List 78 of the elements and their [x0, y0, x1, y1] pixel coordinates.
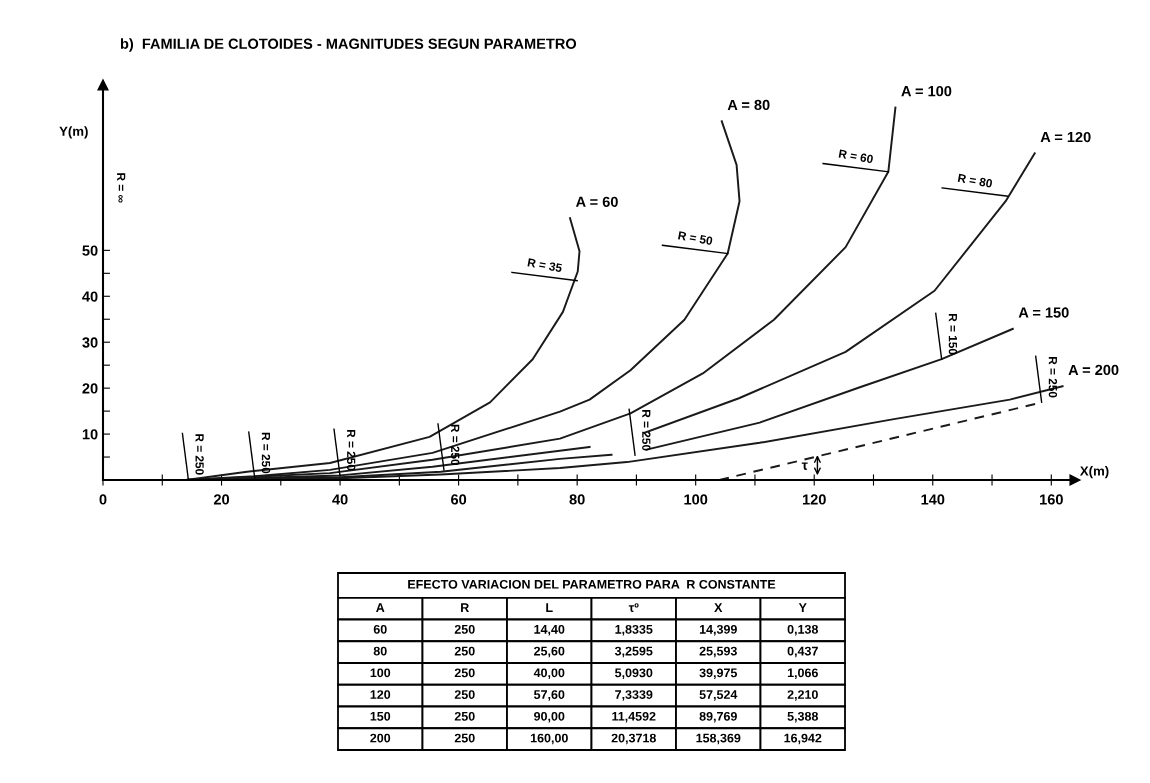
text: 0,138 [787, 624, 819, 636]
x-tick-label: 20 [213, 494, 230, 505]
text: 40,00 [533, 668, 565, 680]
annotation: R = 250 [451, 424, 460, 466]
annotation: R = ∞ [117, 173, 126, 203]
text: 39,975 [699, 668, 738, 680]
text: 100 [370, 668, 391, 678]
text: 250 [454, 733, 475, 743]
series-label: A = 200 [1068, 364, 1119, 376]
text: Y [798, 603, 807, 612]
y-axis-title: Y(m) [59, 126, 88, 139]
x-tick-label: 0 [99, 494, 107, 505]
text: 11,4592 [612, 711, 656, 723]
series-label: A = 60 [575, 196, 618, 207]
y-tick-label: 10 [82, 429, 98, 440]
x-tick-label: 60 [451, 494, 467, 505]
series-label: A = 100 [901, 85, 952, 97]
series-label: A = 80 [727, 99, 770, 111]
text: 16,942 [784, 733, 822, 745]
x-tick-label: 80 [569, 494, 585, 505]
x-axis-title: X(m) [1079, 465, 1109, 479]
text: 250 [454, 624, 475, 634]
annotation: R = 150 [948, 314, 958, 355]
x-tick-label: 140 [921, 494, 945, 505]
text: 7,3339 [615, 690, 653, 701]
text: 20,3718 [611, 733, 656, 745]
text: R [461, 603, 470, 612]
text: 250 [454, 690, 475, 699]
annotation: R = 250 [642, 410, 651, 451]
text: 5,388 [787, 711, 819, 723]
text: 250 [454, 646, 475, 656]
text: 90,00 [534, 711, 565, 723]
annotation: R = 250 [195, 434, 204, 475]
x-tick-label: 120 [802, 494, 826, 505]
x-tick-label: 160 [1040, 494, 1063, 505]
series-label: A = 120 [1040, 131, 1091, 143]
text: τº [628, 603, 639, 613]
text: 250 [454, 711, 475, 721]
text: L [546, 603, 553, 612]
text: 89,769 [699, 711, 737, 723]
text: 200 [370, 733, 391, 743]
text: X [714, 603, 723, 612]
annotation: R = 50 [678, 231, 713, 246]
text: 5,0930 [615, 668, 653, 680]
text: 25,593 [699, 646, 737, 658]
text: 60 [373, 624, 387, 634]
annotation: R = 250 [261, 432, 271, 474]
text: 158,369 [696, 733, 741, 745]
text: 80 [373, 646, 387, 656]
annotation: R = 80 [957, 173, 993, 188]
text: 57,60 [534, 690, 565, 701]
text: 150 [370, 711, 391, 721]
text: 1,8335 [615, 624, 653, 636]
x-tick-label: 100 [684, 494, 708, 505]
annotation: R = 250 [1048, 357, 1058, 398]
annotation: τ [801, 462, 808, 470]
y-tick-label: 20 [82, 383, 98, 394]
text: EFECTO VARIACION DEL PARAMETRO PARA R CONSTANTE [408, 579, 776, 589]
text: 25,60 [534, 646, 565, 658]
text: 2,210 [787, 690, 818, 701]
text: 1,066 [787, 668, 818, 680]
y-tick-label: 40 [82, 291, 98, 302]
x-tick-label: 40 [332, 494, 348, 505]
text: 14,399 [699, 624, 737, 636]
text: 0,437 [787, 646, 818, 658]
text: 160,00 [530, 733, 568, 745]
chart-title: b) FAMILIA DE CLOTOIDES - MAGNITUDES SEGUN PARAMETRO [120, 38, 577, 52]
series-label: A = 150 [1018, 307, 1069, 318]
annotation: R = 35 [527, 258, 563, 273]
y-tick-label: 30 [82, 337, 98, 348]
text: 120 [370, 690, 391, 699]
text: 14,40 [534, 624, 565, 636]
text: A [376, 603, 385, 612]
text: 57,524 [699, 690, 738, 701]
annotation: R = 60 [838, 149, 874, 164]
text: 250 [454, 668, 475, 678]
text: 3,2595 [614, 646, 653, 658]
y-tick-label: 50 [82, 245, 98, 256]
